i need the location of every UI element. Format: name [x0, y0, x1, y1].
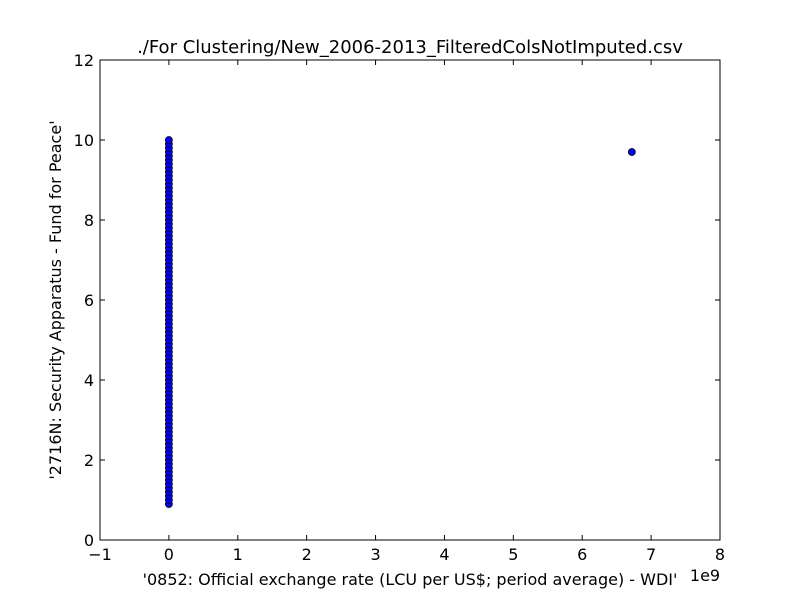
y-tick-label: 6 — [84, 291, 94, 310]
x-tick-label: 0 — [164, 545, 174, 564]
y-tick-label: 10 — [74, 131, 94, 150]
y-tick-label: 4 — [84, 371, 94, 390]
x-tick-label: 8 — [715, 545, 725, 564]
x-tick-label: 4 — [439, 545, 449, 564]
y-tick-label: 12 — [74, 51, 94, 70]
x-tick-label: 2 — [302, 545, 312, 564]
x-tick-label: 3 — [370, 545, 380, 564]
data-point — [627, 148, 636, 156]
chart-title: ./For Clustering/New_2006-2013_FilteredC… — [137, 37, 683, 58]
y-tick-label: 0 — [84, 531, 94, 550]
x-tick-label: 7 — [646, 545, 656, 564]
x-tick-label: −1 — [88, 545, 112, 564]
y-axis-label: '2716N: Security Apparatus - Fund for Pe… — [46, 120, 65, 479]
y-tick-label: 2 — [84, 451, 94, 470]
x-tick-label: 1 — [233, 545, 243, 564]
data-point — [164, 136, 173, 144]
x-tick-label: 6 — [577, 545, 587, 564]
y-tick-label: 8 — [84, 211, 94, 230]
x-tick-label: 5 — [508, 545, 518, 564]
x-axis-label: '0852: Official exchange rate (LCU per U… — [143, 570, 678, 589]
x-axis-offset-label: 1e9 — [690, 566, 720, 585]
plot-frame — [99, 59, 721, 541]
